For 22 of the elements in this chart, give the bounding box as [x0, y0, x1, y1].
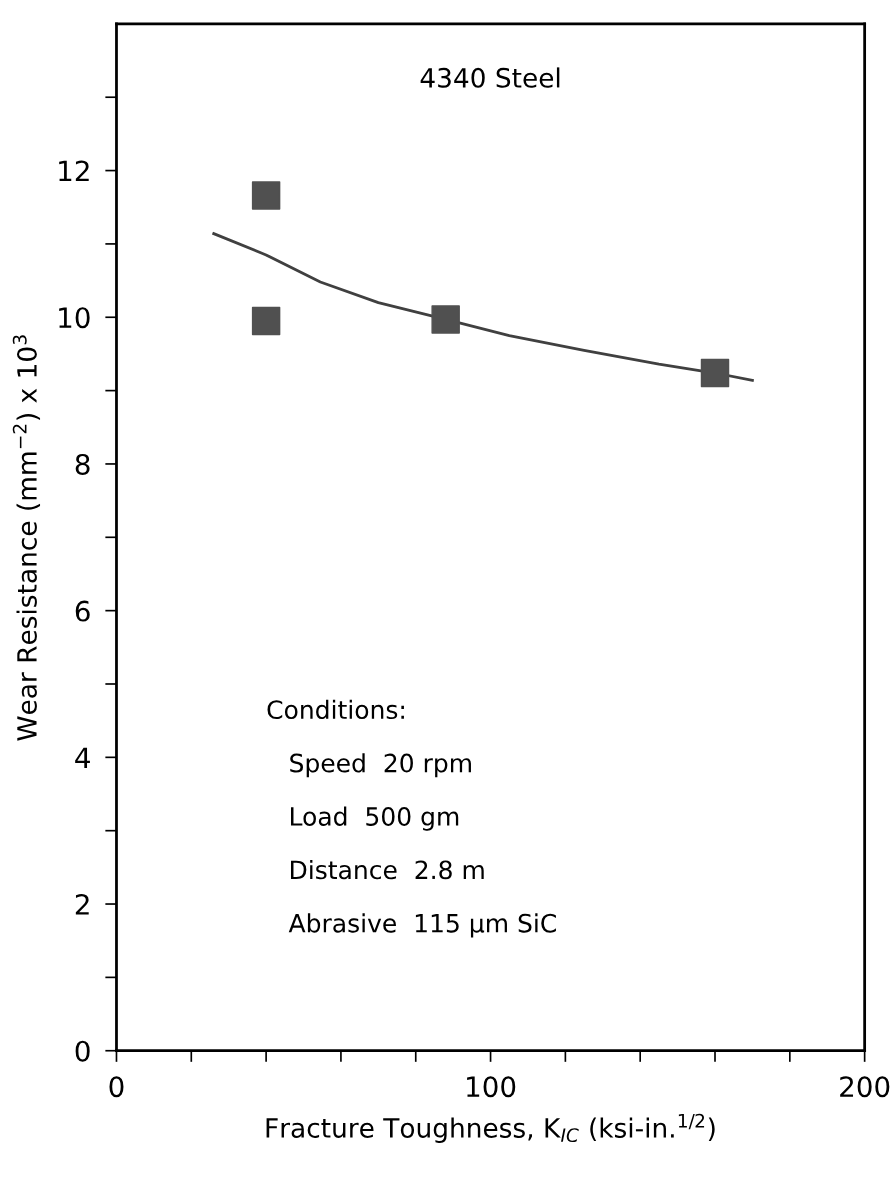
- y-axis-title: Wear Resistance (mm$^{−2}$) x 10$^{3}$: [12, 335, 41, 741]
- x-tick-label: 0: [109, 1076, 124, 1098]
- point: [251, 181, 281, 210]
- annotation: Speed 20 rpm: [290, 753, 471, 778]
- y-tick-label: 8: [75, 453, 90, 475]
- annotation: Distance 2.8 m: [291, 859, 484, 880]
- point: [700, 358, 730, 388]
- x-axis-title: Fracture Toughness, K$_{IC}$ (ksi-in.$^{1/2}$): [266, 1113, 715, 1144]
- y-tick-label: 4: [75, 747, 90, 768]
- x-tick-label: 200: [840, 1076, 890, 1098]
- text: 4340 Steel: [420, 67, 560, 88]
- annotation: Abrasive 115 μm SiC: [288, 913, 556, 938]
- point: [251, 306, 281, 336]
- y-tick-label: 10: [59, 307, 90, 329]
- x-tick-label: 100: [467, 1076, 516, 1098]
- y-tick-label: 6: [75, 600, 90, 622]
- annotation: Load 500 gm: [291, 806, 459, 831]
- annotation: Conditions:: [267, 699, 404, 720]
- point: [431, 305, 460, 334]
- y-tick-label: 0: [75, 1040, 90, 1062]
- y-tick-label: 2: [75, 893, 89, 915]
- y-tick-label: 12: [59, 160, 89, 182]
